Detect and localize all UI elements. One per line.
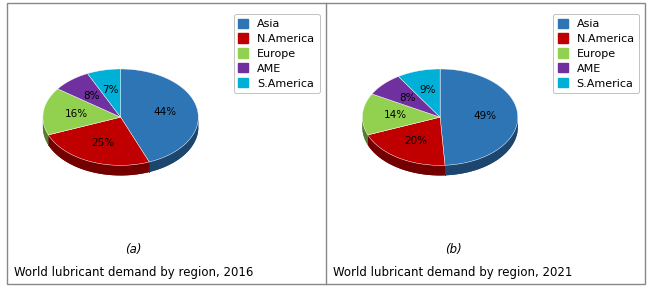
- Polygon shape: [445, 117, 518, 175]
- Text: 7%: 7%: [102, 85, 119, 95]
- Text: World lubricant demand by region, 2021: World lubricant demand by region, 2021: [333, 266, 573, 279]
- Polygon shape: [43, 116, 48, 145]
- Text: 20%: 20%: [404, 136, 428, 146]
- Polygon shape: [121, 69, 198, 162]
- Legend: Asia, N.America, Europe, AME, S.America: Asia, N.America, Europe, AME, S.America: [554, 14, 639, 93]
- Polygon shape: [149, 120, 198, 172]
- Polygon shape: [87, 69, 121, 117]
- Polygon shape: [445, 118, 518, 175]
- Text: World lubricant demand by region, 2016: World lubricant demand by region, 2016: [14, 266, 254, 279]
- Polygon shape: [368, 135, 445, 175]
- Polygon shape: [48, 117, 149, 165]
- Text: 25%: 25%: [91, 138, 114, 148]
- Polygon shape: [363, 118, 368, 145]
- Text: 49%: 49%: [473, 111, 497, 121]
- Polygon shape: [363, 116, 368, 145]
- Legend: Asia, N.America, Europe, AME, S.America: Asia, N.America, Europe, AME, S.America: [234, 14, 319, 93]
- Polygon shape: [43, 89, 121, 135]
- Text: 16%: 16%: [65, 109, 87, 119]
- Polygon shape: [372, 76, 440, 117]
- Text: 9%: 9%: [419, 85, 436, 95]
- Text: 8%: 8%: [83, 91, 100, 101]
- Text: 8%: 8%: [399, 93, 415, 103]
- Polygon shape: [398, 69, 440, 117]
- Polygon shape: [368, 117, 445, 165]
- Polygon shape: [43, 119, 48, 145]
- Text: (b): (b): [445, 243, 462, 256]
- Polygon shape: [440, 69, 518, 165]
- Polygon shape: [58, 73, 121, 117]
- Text: 14%: 14%: [383, 110, 407, 121]
- Polygon shape: [363, 94, 440, 135]
- Text: (a): (a): [125, 243, 142, 256]
- Polygon shape: [149, 116, 198, 172]
- Polygon shape: [48, 135, 149, 175]
- Polygon shape: [48, 135, 149, 175]
- Polygon shape: [368, 135, 445, 175]
- Text: 44%: 44%: [153, 107, 177, 117]
